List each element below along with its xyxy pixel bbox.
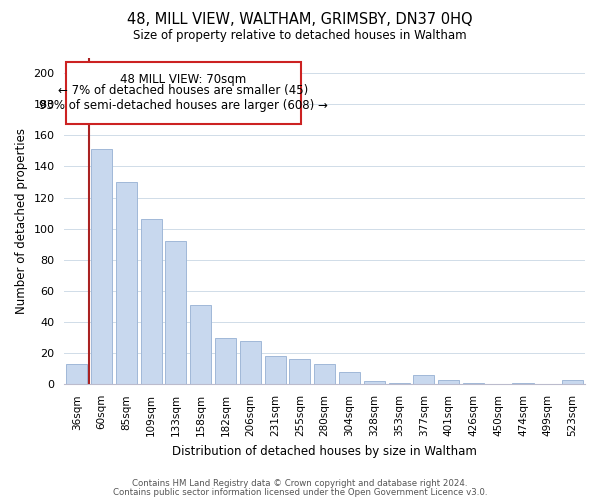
Bar xyxy=(364,381,385,384)
Bar xyxy=(413,375,434,384)
Bar xyxy=(339,372,360,384)
Bar xyxy=(562,380,583,384)
Bar xyxy=(116,182,137,384)
Bar xyxy=(265,356,286,384)
Text: Size of property relative to detached houses in Waltham: Size of property relative to detached ho… xyxy=(133,29,467,42)
Bar xyxy=(140,220,162,384)
X-axis label: Distribution of detached houses by size in Waltham: Distribution of detached houses by size … xyxy=(172,444,477,458)
Bar xyxy=(438,380,459,384)
Text: ← 7% of detached houses are smaller (45): ← 7% of detached houses are smaller (45) xyxy=(58,84,308,97)
Bar xyxy=(215,338,236,384)
Text: Contains public sector information licensed under the Open Government Licence v3: Contains public sector information licen… xyxy=(113,488,487,497)
Bar xyxy=(512,383,533,384)
Bar xyxy=(240,340,261,384)
Bar xyxy=(166,241,187,384)
Bar xyxy=(289,360,310,384)
Text: 93% of semi-detached houses are larger (608) →: 93% of semi-detached houses are larger (… xyxy=(39,98,328,112)
Bar xyxy=(463,383,484,384)
Y-axis label: Number of detached properties: Number of detached properties xyxy=(15,128,28,314)
Bar xyxy=(389,383,410,384)
Bar xyxy=(91,150,112,384)
Bar xyxy=(314,364,335,384)
Text: Contains HM Land Registry data © Crown copyright and database right 2024.: Contains HM Land Registry data © Crown c… xyxy=(132,479,468,488)
Bar xyxy=(190,305,211,384)
Text: 48 MILL VIEW: 70sqm: 48 MILL VIEW: 70sqm xyxy=(120,73,247,86)
Text: 48, MILL VIEW, WALTHAM, GRIMSBY, DN37 0HQ: 48, MILL VIEW, WALTHAM, GRIMSBY, DN37 0H… xyxy=(127,12,473,28)
Bar xyxy=(66,364,88,384)
FancyBboxPatch shape xyxy=(65,62,301,124)
